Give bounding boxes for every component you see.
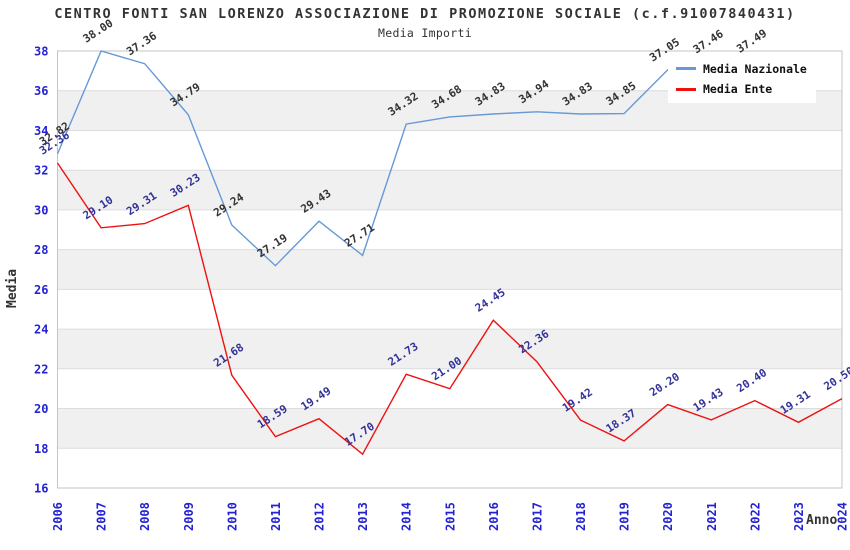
x-tick-label: 2015	[443, 502, 457, 531]
x-tick-label: 2021	[705, 502, 719, 531]
x-tick-label: 2012	[313, 502, 327, 531]
legend-label: Media Nazionale	[703, 61, 807, 76]
x-tick-label: 2014	[400, 502, 414, 531]
legend-item-media-ente: Media Ente	[668, 82, 816, 96]
plot-border	[57, 50, 843, 489]
y-tick-label: 16	[34, 482, 48, 496]
y-tick-label: 30	[34, 203, 48, 217]
y-tick-label: 36	[34, 84, 48, 98]
legend-item-media-nazionale: Media Nazionale	[668, 62, 816, 76]
series-line-media-ente	[56, 162, 843, 456]
x-axis-title: Anno	[806, 513, 838, 528]
x-tick-label: 2006	[51, 502, 65, 531]
x-tick-label: 2016	[487, 502, 501, 531]
point-label: 37.46	[691, 27, 726, 56]
y-tick-label: 28	[34, 243, 48, 257]
point-label: 27.71	[342, 221, 377, 250]
point-label: 38.00	[81, 17, 116, 46]
y-tick-label: 38	[34, 45, 48, 59]
x-tick-label: 2022	[748, 502, 762, 531]
x-tick-label: 2019	[618, 502, 632, 531]
x-tick-label: 2017	[530, 502, 544, 531]
plot-band	[57, 249, 842, 290]
legend-swatch-icon	[676, 67, 696, 71]
x-tick-label: 2009	[182, 502, 196, 531]
y-tick-label: 24	[34, 323, 48, 337]
y-tick-label: 26	[34, 283, 48, 297]
x-tick-label: 2010	[225, 502, 239, 531]
legend-label: Media Ente	[703, 82, 773, 97]
x-tick-label: 2020	[661, 502, 675, 531]
legend: Media Nazionale Media Ente	[668, 55, 816, 103]
y-tick-label: 18	[34, 442, 48, 456]
x-tick-label: 2023	[792, 502, 806, 531]
x-tick-label: 2008	[138, 502, 152, 531]
y-tick-label: 20	[34, 402, 48, 416]
plot-band	[57, 408, 842, 449]
y-tick-label: 34	[34, 124, 48, 138]
x-tick-label: 2013	[356, 502, 370, 531]
point-label: 20.40	[734, 366, 769, 395]
chart-title: CENTRO FONTI SAN LORENZO ASSOCIAZIONE DI…	[54, 6, 796, 22]
x-tick-label: 2007	[95, 502, 109, 531]
point-label: 24.45	[473, 286, 508, 315]
x-tick-label: 2024	[836, 502, 850, 531]
chart-subtitle: Media Importi	[378, 26, 472, 40]
y-tick-label: 32	[34, 164, 48, 178]
point-label: 37.36	[124, 29, 159, 58]
y-tick-label: 22	[34, 362, 48, 376]
legend-swatch-icon	[676, 87, 696, 91]
point-label: 20.20	[647, 370, 682, 399]
x-tick-label: 2018	[574, 502, 588, 531]
plot-band	[57, 170, 842, 210]
plot-band	[57, 329, 842, 369]
x-tick-label: 2011	[269, 502, 283, 531]
series-line-media-nazionale	[56, 50, 755, 267]
